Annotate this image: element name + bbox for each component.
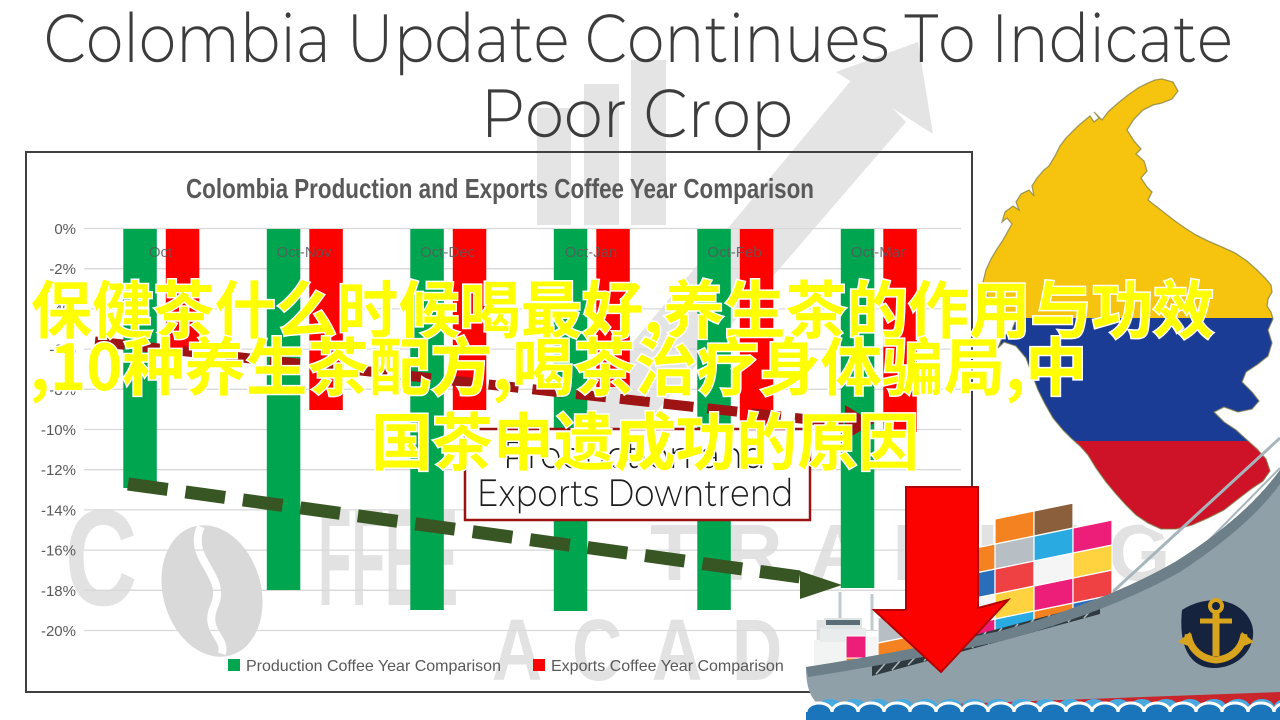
svg-text:-18%: -18%	[41, 583, 76, 600]
svg-text:Oct-Dec: Oct-Dec	[420, 244, 476, 261]
svg-text:C: C	[65, 482, 137, 635]
svg-text:-12%: -12%	[41, 462, 76, 479]
svg-text:-10%: -10%	[41, 422, 76, 439]
svg-text:Oct-Nov: Oct-Nov	[276, 244, 332, 261]
svg-text:Oct: Oct	[149, 244, 173, 261]
svg-text:-14%: -14%	[41, 502, 76, 519]
svg-text:Oct-Feb: Oct-Feb	[707, 244, 761, 261]
svg-text:-2%: -2%	[49, 261, 76, 278]
svg-text:-20%: -20%	[41, 623, 76, 640]
svg-text:Colombia Production and Export: Colombia Production and Exports Coffee Y…	[186, 173, 814, 204]
svg-text:A: A	[652, 602, 702, 699]
svg-text:Production Coffee Year Compari: Production Coffee Year Comparison	[246, 658, 501, 675]
svg-text:Oct-Jan: Oct-Jan	[565, 244, 618, 261]
svg-text:D: D	[732, 602, 782, 699]
svg-text:Exports Coffee Year Comparison: Exports Coffee Year Comparison	[551, 658, 784, 675]
svg-text:C: C	[572, 602, 622, 699]
svg-text:0%: 0%	[54, 221, 76, 238]
svg-text:Oct-Mar: Oct-Mar	[851, 244, 905, 261]
svg-text:A: A	[492, 602, 542, 699]
svg-text:-16%: -16%	[41, 543, 76, 560]
